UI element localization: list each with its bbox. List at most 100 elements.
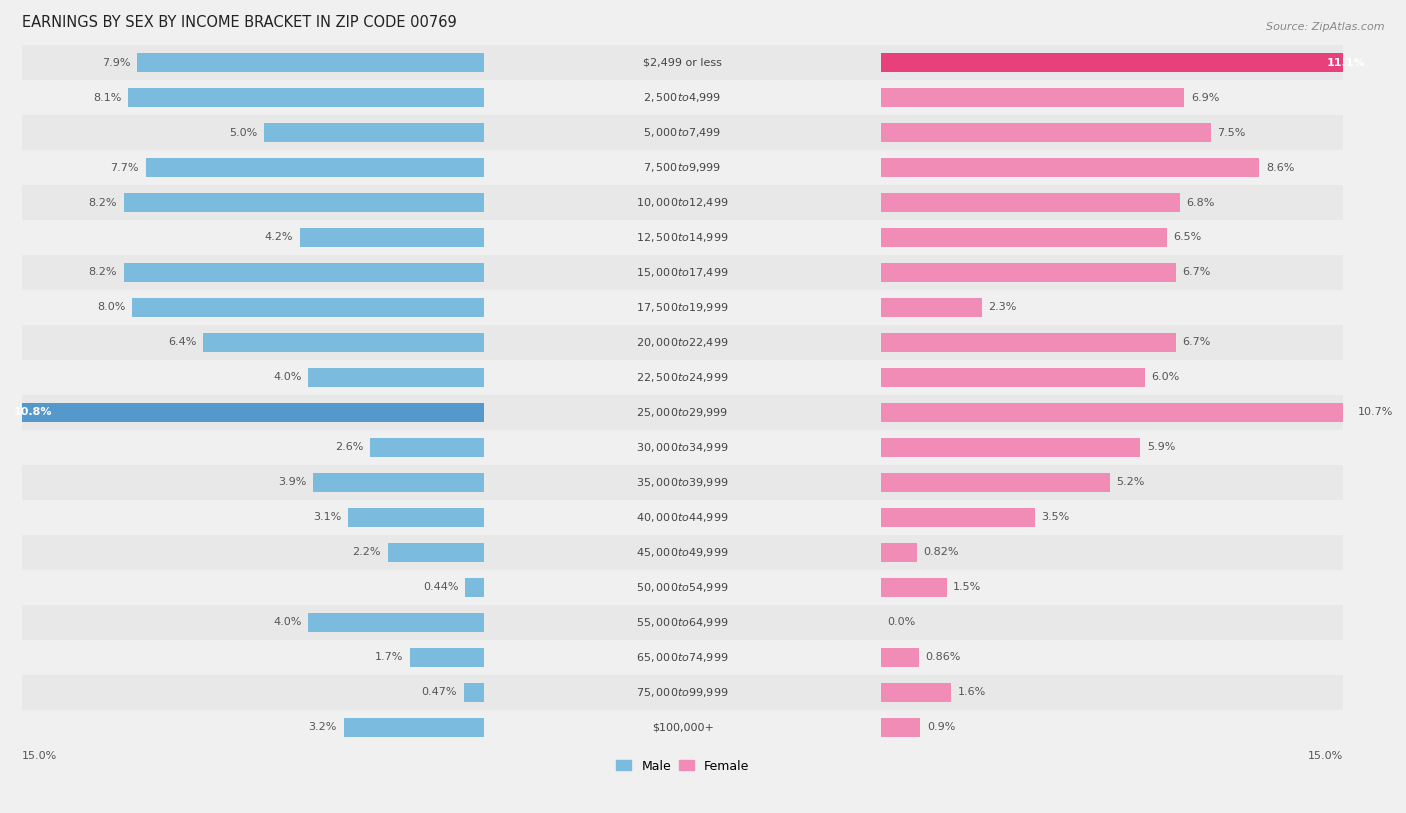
Bar xyxy=(343,718,485,737)
Text: $10,000 to $12,499: $10,000 to $12,499 xyxy=(637,196,728,209)
Bar xyxy=(880,158,1260,177)
Bar xyxy=(312,472,485,492)
Bar xyxy=(880,88,1184,107)
Text: 10.8%: 10.8% xyxy=(14,407,52,417)
Text: 4.0%: 4.0% xyxy=(273,372,302,382)
Text: $17,500 to $19,999: $17,500 to $19,999 xyxy=(637,301,728,314)
Bar xyxy=(124,193,485,212)
Bar xyxy=(22,430,1343,465)
Text: $15,000 to $17,499: $15,000 to $17,499 xyxy=(637,266,728,279)
Bar xyxy=(880,367,1144,387)
Bar xyxy=(22,360,1343,395)
Bar xyxy=(880,193,1180,212)
Bar xyxy=(880,578,946,597)
Bar xyxy=(880,437,1140,457)
Bar xyxy=(22,710,1343,745)
Text: 0.44%: 0.44% xyxy=(423,582,458,593)
Text: 6.0%: 6.0% xyxy=(1152,372,1180,382)
Text: 3.9%: 3.9% xyxy=(278,477,307,487)
Text: $100,000+: $100,000+ xyxy=(651,722,713,733)
Text: 7.5%: 7.5% xyxy=(1218,128,1246,137)
Text: 2.3%: 2.3% xyxy=(988,302,1017,312)
Text: 0.0%: 0.0% xyxy=(887,617,915,628)
Bar xyxy=(22,290,1343,325)
Bar xyxy=(388,543,485,562)
Text: 8.2%: 8.2% xyxy=(89,198,117,207)
Text: $50,000 to $54,999: $50,000 to $54,999 xyxy=(637,580,728,593)
Text: 7.9%: 7.9% xyxy=(101,58,131,67)
Text: $35,000 to $39,999: $35,000 to $39,999 xyxy=(637,476,728,489)
Text: 3.5%: 3.5% xyxy=(1042,512,1070,522)
Bar xyxy=(880,718,921,737)
Bar xyxy=(880,507,1035,527)
Text: $20,000 to $22,499: $20,000 to $22,499 xyxy=(637,336,728,349)
Text: $45,000 to $49,999: $45,000 to $49,999 xyxy=(637,546,728,559)
Text: 6.5%: 6.5% xyxy=(1174,233,1202,242)
Bar xyxy=(8,402,485,422)
Text: $40,000 to $44,999: $40,000 to $44,999 xyxy=(637,511,728,524)
Bar xyxy=(880,472,1109,492)
Bar xyxy=(880,402,1351,422)
Text: 0.9%: 0.9% xyxy=(927,722,955,733)
Text: 4.2%: 4.2% xyxy=(264,233,292,242)
Bar xyxy=(22,500,1343,535)
Text: 3.2%: 3.2% xyxy=(309,722,337,733)
Text: 15.0%: 15.0% xyxy=(22,751,58,761)
Bar xyxy=(128,88,485,107)
Text: 6.8%: 6.8% xyxy=(1187,198,1215,207)
Bar xyxy=(22,325,1343,360)
Text: $22,500 to $24,999: $22,500 to $24,999 xyxy=(637,371,728,384)
Bar xyxy=(22,185,1343,220)
Bar xyxy=(880,263,1175,282)
Text: 5.2%: 5.2% xyxy=(1116,477,1144,487)
Bar xyxy=(22,675,1343,710)
Text: EARNINGS BY SEX BY INCOME BRACKET IN ZIP CODE 00769: EARNINGS BY SEX BY INCOME BRACKET IN ZIP… xyxy=(22,15,457,30)
Text: 5.9%: 5.9% xyxy=(1147,442,1175,452)
Bar xyxy=(464,683,485,702)
Text: 6.4%: 6.4% xyxy=(167,337,197,347)
Bar xyxy=(880,648,918,667)
Text: $12,500 to $14,999: $12,500 to $14,999 xyxy=(637,231,728,244)
Bar xyxy=(22,80,1343,115)
Bar xyxy=(880,53,1369,72)
Text: 0.47%: 0.47% xyxy=(422,687,457,698)
Text: 3.1%: 3.1% xyxy=(314,512,342,522)
Bar xyxy=(146,158,485,177)
Bar xyxy=(465,578,485,597)
Text: 8.1%: 8.1% xyxy=(93,93,121,102)
Text: 8.6%: 8.6% xyxy=(1265,163,1295,172)
Text: $2,500 to $4,999: $2,500 to $4,999 xyxy=(644,91,721,104)
Bar xyxy=(299,228,485,247)
Bar xyxy=(349,507,485,527)
Text: 11.1%: 11.1% xyxy=(1326,58,1365,67)
Bar xyxy=(308,367,485,387)
Bar xyxy=(22,395,1343,430)
Text: 7.7%: 7.7% xyxy=(111,163,139,172)
Bar xyxy=(22,535,1343,570)
Bar xyxy=(880,333,1175,352)
Legend: Male, Female: Male, Female xyxy=(612,754,754,777)
Text: 0.82%: 0.82% xyxy=(924,547,959,557)
Text: 1.5%: 1.5% xyxy=(953,582,981,593)
Bar xyxy=(880,298,981,317)
Bar xyxy=(880,683,950,702)
Text: 6.7%: 6.7% xyxy=(1182,267,1211,277)
Text: $5,000 to $7,499: $5,000 to $7,499 xyxy=(644,126,721,139)
Bar xyxy=(22,115,1343,150)
Bar xyxy=(132,298,485,317)
Bar xyxy=(22,220,1343,255)
Text: $7,500 to $9,999: $7,500 to $9,999 xyxy=(644,161,721,174)
Text: 10.7%: 10.7% xyxy=(1358,407,1393,417)
Text: $65,000 to $74,999: $65,000 to $74,999 xyxy=(637,650,728,663)
Text: Source: ZipAtlas.com: Source: ZipAtlas.com xyxy=(1267,22,1385,32)
Text: $25,000 to $29,999: $25,000 to $29,999 xyxy=(637,406,728,419)
Text: $75,000 to $99,999: $75,000 to $99,999 xyxy=(637,685,728,698)
Bar xyxy=(22,605,1343,640)
Text: 4.0%: 4.0% xyxy=(273,617,302,628)
Bar xyxy=(22,45,1343,80)
Text: $55,000 to $64,999: $55,000 to $64,999 xyxy=(637,615,728,628)
Bar xyxy=(22,255,1343,290)
Text: 8.2%: 8.2% xyxy=(89,267,117,277)
Bar xyxy=(880,543,917,562)
Text: $2,499 or less: $2,499 or less xyxy=(643,58,723,67)
